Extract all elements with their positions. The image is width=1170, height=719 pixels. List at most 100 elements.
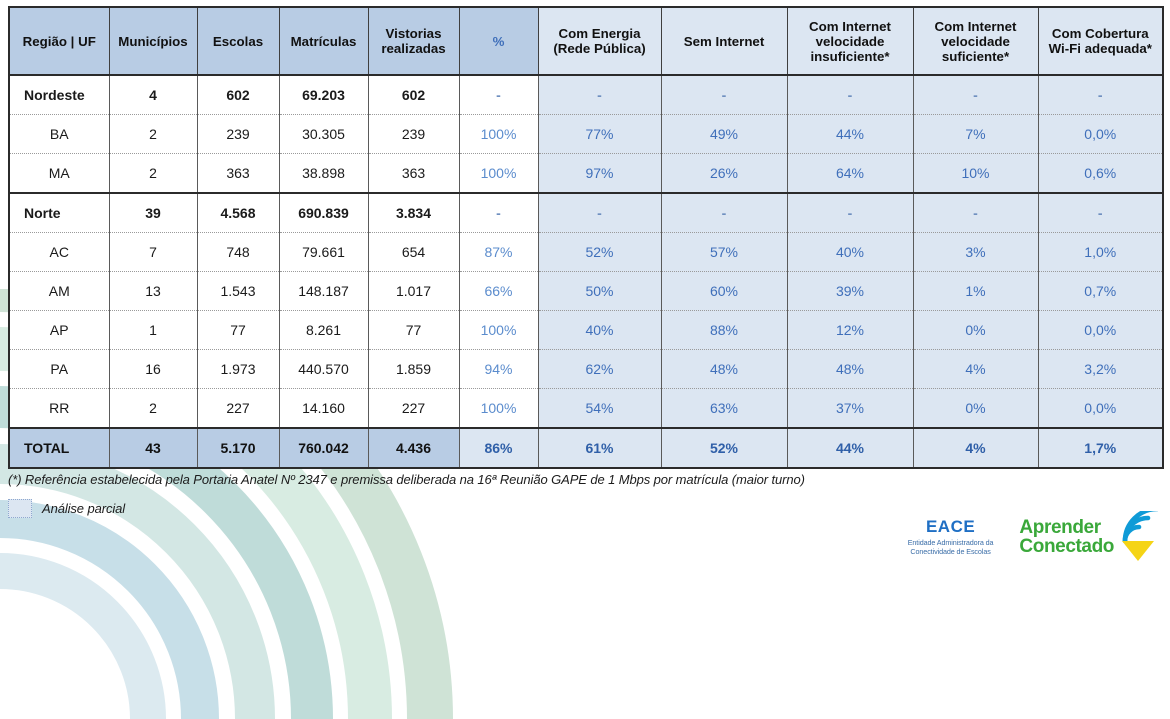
cell-vel_suficiente: - <box>912 192 1039 233</box>
cell-matriculas: 690.839 <box>278 192 369 233</box>
cell-wifi: 0,0% <box>1037 114 1164 154</box>
legend-color-swatch <box>8 499 32 518</box>
col-header-escolas[interactable]: Escolas <box>196 6 280 76</box>
cell-municipios: 4 <box>108 74 198 115</box>
col-header-cobertura-wifi[interactable]: Com Cobertura Wi-Fi adequada* <box>1037 6 1164 76</box>
col-header-municipios[interactable]: Municípios <box>108 6 198 76</box>
cell-com_energia: 77% <box>537 114 662 154</box>
col-header-vistorias-line2: realizadas <box>381 41 446 56</box>
cell-wifi: 0,0% <box>1037 310 1164 350</box>
cell-municipios: 43 <box>108 427 198 469</box>
col-header-sem-internet-label: Sem Internet <box>683 33 765 49</box>
col-header-vel-insuf-line1: Com Internet <box>808 18 891 34</box>
col-header-regiao-uf[interactable]: Região | UF <box>8 6 110 76</box>
eace-logo: EACE Entidade Administradora da Conectiv… <box>908 518 994 556</box>
eace-subtitle: Entidade Administradora da Conectividade… <box>908 538 994 556</box>
cell-com_energia: - <box>537 192 662 233</box>
cell-sem_internet: - <box>660 74 788 115</box>
logo-bar: EACE Entidade Administradora da Conectiv… <box>908 511 1166 563</box>
cell-vistorias: 77 <box>367 310 460 350</box>
row-label-cell: MA <box>8 153 110 194</box>
cell-vel_suficiente: 0% <box>912 388 1039 429</box>
cell-vistorias: 363 <box>367 153 460 194</box>
col-header-vistorias[interactable]: Vistorias realizadas <box>367 6 460 76</box>
row-label-cell: RR <box>8 388 110 429</box>
cell-com_energia: - <box>537 74 662 115</box>
legend-label: Análise parcial <box>42 501 126 516</box>
cell-pct: - <box>458 74 539 115</box>
aprender-conectado-logo: Aprender Conectado <box>1019 511 1166 563</box>
table-row: TOTAL 43 5.170 760.042 4.436 86% 61% 52% 44% 4% 1,… <box>8 427 1164 469</box>
aprender-conectado-wordmark: Aprender Conectado <box>1019 518 1114 556</box>
row-label-cell: Norte <box>8 192 110 233</box>
cell-vel_suficiente: 1% <box>912 271 1039 311</box>
table-body: Nordeste 4 602 69.203 602- - - - - - BA 2 239 30.305 2… <box>8 74 1164 469</box>
cell-com_energia: 40% <box>537 310 662 350</box>
cell-vel_insuficiente: 64% <box>786 153 914 194</box>
col-header-sem-internet[interactable]: Sem Internet <box>660 6 788 76</box>
col-header-regiao-uf-label: Região | UF <box>22 33 96 49</box>
cell-sem_internet: - <box>660 192 788 233</box>
cell-pct: 94% <box>458 349 539 389</box>
cell-vel_suficiente: - <box>912 74 1039 115</box>
cell-sem_internet: 26% <box>660 153 788 194</box>
eace-subtitle-line2: Conectividade de Escolas <box>910 547 991 556</box>
col-header-municipios-label: Municípios <box>118 33 188 49</box>
col-header-velocidade-suficiente[interactable]: Com Internet velocidade suficiente* <box>912 6 1039 76</box>
cell-escolas: 227 <box>196 388 280 429</box>
cell-municipios: 2 <box>108 388 198 429</box>
cell-escolas: 602 <box>196 74 280 115</box>
cell-matriculas: 30.305 <box>278 114 369 154</box>
cell-vel_insuficiente: 44% <box>786 427 914 469</box>
cell-pct: 66% <box>458 271 539 311</box>
cell-vel_insuficiente: 12% <box>786 310 914 350</box>
cell-com_energia: 61% <box>537 427 662 469</box>
cell-matriculas: 79.661 <box>278 232 369 272</box>
cell-vel_insuficiente: 39% <box>786 271 914 311</box>
aprender-line1: Aprender <box>1019 517 1101 538</box>
wifi-signal-icon <box>1122 511 1159 561</box>
row-label-cell: Nordeste <box>8 74 110 115</box>
cell-municipios: 16 <box>108 349 198 389</box>
cell-sem_internet: 57% <box>660 232 788 272</box>
cell-matriculas: 760.042 <box>278 427 369 469</box>
cell-com_energia: 97% <box>537 153 662 194</box>
cell-municipios: 7 <box>108 232 198 272</box>
cell-pct: 100% <box>458 114 539 154</box>
aprender-line2: Conectado <box>1019 536 1114 557</box>
cell-wifi: 1,7% <box>1037 427 1164 469</box>
cell-pct: 100% <box>458 388 539 429</box>
col-header-matriculas-label: Matrículas <box>290 33 357 49</box>
row-label-cell: TOTAL <box>8 427 110 469</box>
cell-matriculas: 148.187 <box>278 271 369 311</box>
cell-com_energia: 54% <box>537 388 662 429</box>
cell-pct: - <box>458 192 539 233</box>
col-header-wifi-line2: Wi-Fi adequada* <box>1048 41 1152 56</box>
cell-vel_suficiente: 10% <box>912 153 1039 194</box>
col-header-vel-suf-line2: velocidade <box>941 33 1010 49</box>
row-label-cell: BA <box>8 114 110 154</box>
eace-wordmark: EACE <box>925 517 976 536</box>
cell-vel_suficiente: 3% <box>912 232 1039 272</box>
cell-escolas: 5.170 <box>196 427 280 469</box>
report-table-container: Região | UF Municípios Escolas Matrícula… <box>8 6 1164 469</box>
cell-vel_suficiente: 0% <box>912 310 1039 350</box>
cell-wifi: 3,2% <box>1037 349 1164 389</box>
cell-escolas: 4.568 <box>196 192 280 233</box>
col-header-matriculas[interactable]: Matrículas <box>278 6 369 76</box>
cell-matriculas: 440.570 <box>278 349 369 389</box>
cell-com_energia: 62% <box>537 349 662 389</box>
cell-escolas: 77 <box>196 310 280 350</box>
cell-sem_internet: 48% <box>660 349 788 389</box>
col-header-velocidade-insuficiente[interactable]: Com Internet velocidade insuficiente* <box>786 6 914 76</box>
cell-wifi: - <box>1037 192 1164 233</box>
col-header-com-energia[interactable]: Com Energia (Rede Pública) <box>537 6 662 76</box>
connectivity-table: Região | UF Municípios Escolas Matrícula… <box>8 6 1164 469</box>
table-row: Norte 39 4.568 690.839 3.834- - - - - - <box>8 192 1164 233</box>
cell-vistorias: 239 <box>367 114 460 154</box>
cell-matriculas: 8.261 <box>278 310 369 350</box>
row-label-cell: AM <box>8 271 110 311</box>
row-label-cell: PA <box>8 349 110 389</box>
cell-municipios: 2 <box>108 153 198 194</box>
col-header-percent[interactable]: % <box>458 6 539 76</box>
